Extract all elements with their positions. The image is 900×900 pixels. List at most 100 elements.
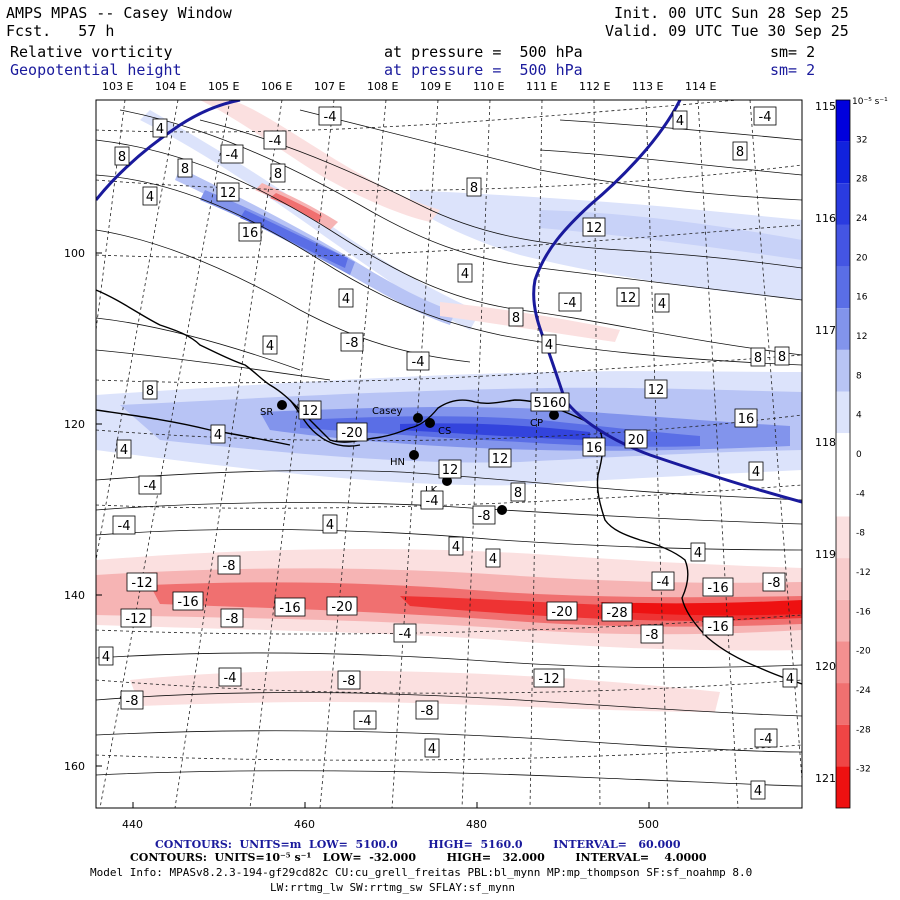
contour-label: -8 [226,612,239,627]
colorbar-label: 32 [856,135,867,145]
y-tick-label: 100 [64,247,85,260]
contour-label-box [448,536,464,556]
contour-label-box [753,106,777,126]
contour-label-box [216,182,240,202]
contour-label-box [702,616,734,636]
contour-label: 8 [181,162,189,177]
top-lon-label: 103 E [102,80,133,93]
contour-label: 5160 [533,396,566,411]
contour-label: 8 [754,351,762,366]
x-tick-label: 460 [294,818,315,831]
contour-label: 8 [514,486,522,501]
contour-label: -8 [478,509,491,524]
chart-title: AMPS MPAS -- Casey Window [6,4,232,22]
contour-label: -8 [646,628,659,643]
contour-label: -4 [412,355,425,370]
colorbar-segment [836,516,850,559]
top-lon-label: 105 E [208,80,239,93]
contour-label-box [472,505,496,525]
colorbar-label: -32 [856,765,871,775]
contour-label-box [762,572,786,592]
top-lon-label: 107 E [314,80,345,93]
contour-label-box [488,448,512,468]
contour-label-box [601,602,633,622]
contour-label-box [466,177,482,197]
colorbar-label: 4 [856,411,862,421]
field2-level-value: 500 hPa [519,61,583,79]
contour-label-box [393,623,417,643]
colorbar-unit: 10⁻⁵ s⁻¹ [852,97,888,107]
contour-label-box [754,728,778,748]
field1-level: at pressure = 500 hPa [384,44,583,60]
colorbar-label: 12 [856,332,867,342]
contour-label: -4 [324,110,337,125]
colorbar-segment [836,349,850,392]
colorbar-segment [836,224,850,267]
y-tick-label: 140 [64,589,85,602]
contour-label: -16 [279,601,300,616]
contour-label-box [510,482,526,502]
contour-label-box [624,429,648,449]
contour-label-box [530,392,570,412]
contour-label-box [270,163,286,183]
contour-label: 4 [676,114,684,129]
colorbar-label: -4 [856,489,865,499]
contour-label: 4 [786,672,794,687]
x-tick-label: 480 [466,818,487,831]
contour-label-box [98,646,114,666]
contour-label: -16 [177,595,198,610]
contour-label-box [114,146,130,166]
coastline [96,289,802,685]
colorbar-label: -16 [856,607,871,617]
contour-label: 8 [778,350,786,365]
contour-label: 12 [586,221,603,236]
contour-label: 4 [658,297,666,312]
station-lk-marker [442,476,452,486]
contour-label-box [702,577,734,597]
station-cs-label: CS [438,426,451,437]
footer-height-contours: CONTOURS: UNITS=m LOW= 5100.0 HIGH= 5160… [155,838,681,851]
contour-label: -4 [399,627,412,642]
contour-label-box [120,608,152,628]
contour-label: 4 [754,784,762,799]
contour-label: 4 [102,650,110,665]
contour-label-box [220,144,244,164]
contour-label-box [406,351,430,371]
colorbar-label: 28 [856,175,868,185]
contour-label: -20 [331,600,352,615]
contour-label-box [318,106,342,126]
colorbar-segment [836,599,850,642]
contour-label-box [541,334,557,354]
colorbar-segment [836,558,850,600]
contour-label: -12 [125,612,146,627]
contour-label-box [142,380,158,400]
station-sr-marker [277,400,287,410]
y-tick-label: 160 [64,760,85,773]
contour-label: 4 [120,443,128,458]
contour-label: -8 [223,559,236,574]
top-lon-label: 112 E [579,80,610,93]
top-lon-label: 106 E [261,80,292,93]
contour-label: 20 [628,433,645,448]
contour-label-box [748,461,764,481]
contour-label-box [774,346,790,366]
forecast-hour: Fcst. 57 h [6,23,114,39]
contour-label: 4 [266,339,274,354]
colorbar-segment [836,266,850,309]
contour-label: 4 [146,190,154,205]
field2-name: Geopotential height [10,61,182,79]
contour-label-box [640,624,664,644]
contour-label: 4 [545,338,553,353]
contour-label-box [112,515,136,535]
contour-label-box [336,422,368,442]
contour-label-box [210,424,226,444]
contour-label: 8 [736,145,744,160]
contour-label-box [732,141,748,161]
contour-label-box [116,439,132,459]
contour-label: -12 [538,672,559,687]
top-lon-label: 111 E [526,80,557,93]
x-tick-label: 500 [638,818,659,831]
contour-label-box [322,514,338,534]
contour-label-box [120,690,144,710]
contour-label: 8 [512,311,520,326]
